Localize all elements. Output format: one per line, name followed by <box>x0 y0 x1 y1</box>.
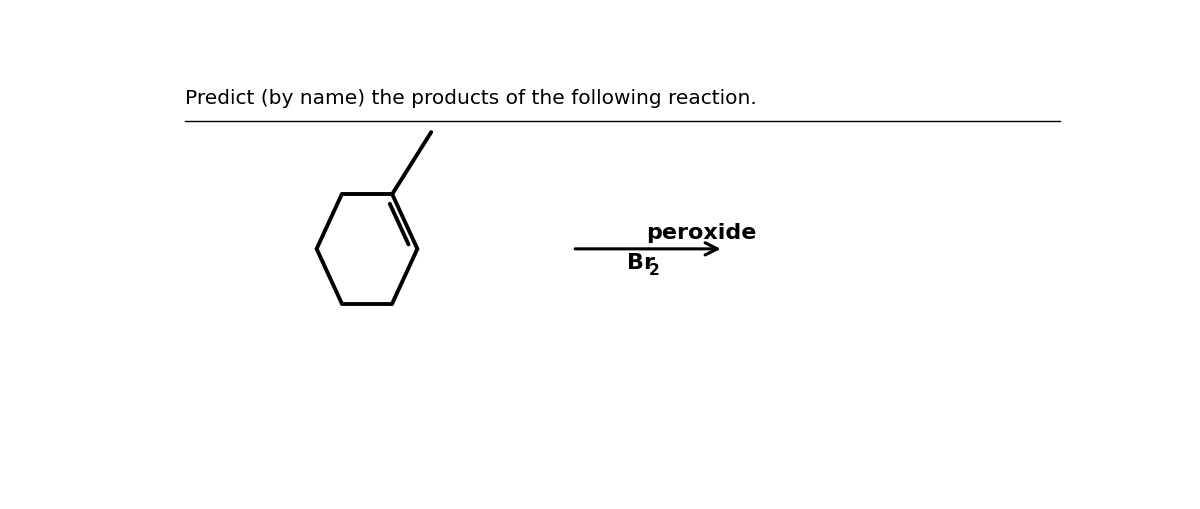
Text: Br: Br <box>626 252 655 272</box>
Text: 2: 2 <box>648 262 659 277</box>
Text: Predict (by name) the products of the following reaction.: Predict (by name) the products of the fo… <box>185 89 757 107</box>
Text: peroxide: peroxide <box>646 222 756 242</box>
